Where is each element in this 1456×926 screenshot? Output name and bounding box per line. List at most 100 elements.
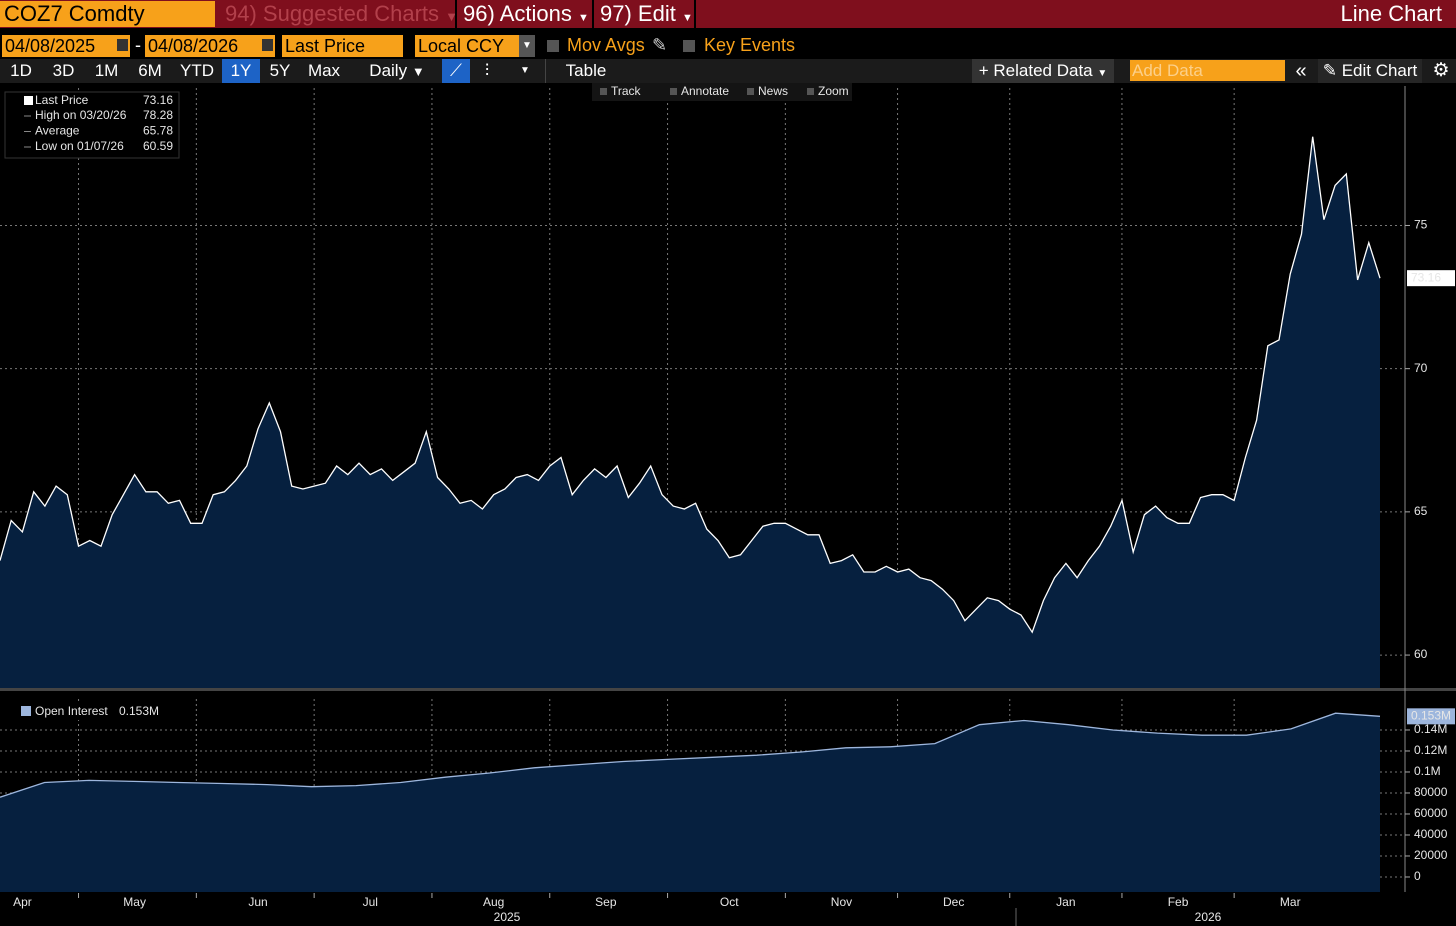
frequency-text[interactable]: Daily xyxy=(369,61,408,80)
area xyxy=(0,713,1380,892)
legend-label: Open Interest xyxy=(35,704,108,718)
date-text[interactable]: 04/08/2025 xyxy=(5,36,96,56)
x-tick-label: Jun xyxy=(248,895,267,909)
checkbox-label[interactable]: Key Events xyxy=(704,35,796,55)
calendar-icon[interactable] xyxy=(262,39,273,51)
caret: ▼ xyxy=(445,9,459,24)
x-tick-label: Sep xyxy=(595,895,617,909)
year-label: 2026 xyxy=(1195,910,1222,924)
x-tick-label: Feb xyxy=(1168,895,1189,909)
end-date[interactable]: 04/08/2026 xyxy=(145,35,275,57)
legend-box xyxy=(5,702,161,720)
calendar-icon[interactable] xyxy=(117,39,128,51)
last-value-box xyxy=(1407,270,1455,287)
period-button[interactable]: 1M xyxy=(94,61,119,80)
tool-button[interactable]: Zoom xyxy=(818,84,849,98)
period-button[interactable]: 1D xyxy=(10,61,32,80)
y-tick-label: 80000 xyxy=(1414,785,1448,799)
edit-chart[interactable]: ✎ Edit Chart xyxy=(1318,59,1422,83)
legend-label: Last Price xyxy=(35,93,89,107)
y-tick-label: 75 xyxy=(1414,218,1428,232)
menu[interactable]: 94) Suggested Charts ▼ xyxy=(225,1,458,30)
last-value-label: 0.153M xyxy=(1411,708,1451,722)
legend-label: High on 03/20/26 xyxy=(35,108,127,122)
menu-label[interactable]: 97) Edit xyxy=(600,1,676,26)
x-tick-label: May xyxy=(123,895,146,909)
frequency-select[interactable]: Daily ▼ xyxy=(362,59,432,83)
start-date[interactable]: 04/08/2025 xyxy=(2,35,130,57)
line xyxy=(0,712,1381,798)
related-data[interactable]: + Related Data ▼ xyxy=(972,59,1114,83)
x-tick-label: Apr xyxy=(13,895,32,909)
legend-box xyxy=(4,91,180,159)
menu[interactable]: 96) Actions ▼ xyxy=(463,1,589,31)
legend-value: 73.16 xyxy=(143,93,173,107)
bar-icon[interactable]: ⫶ xyxy=(484,61,490,80)
dropdown[interactable]: ▼ xyxy=(520,65,530,76)
tool-icon xyxy=(670,88,677,95)
x-tick-label: Oct xyxy=(720,895,739,909)
period-bar: 1D 3D 1M 6M YTD 1Y 5Y Max Daily ▼ ⟋ ⫶ ▼ Table +… xyxy=(0,59,1456,83)
pencil: ✎ xyxy=(1322,61,1337,80)
line-icon[interactable]: ⟋ xyxy=(442,59,470,83)
edit-chart-text[interactable]: Edit Chart xyxy=(1341,61,1418,80)
menu[interactable]: 97) Edit ▼ xyxy=(600,1,693,31)
x-tick-label: Nov xyxy=(831,895,852,909)
y-tick-label: 0.12M xyxy=(1414,743,1447,757)
period-button[interactable]: 6M xyxy=(138,61,162,80)
pencil-icon[interactable]: ✎ xyxy=(652,35,668,55)
tool-button[interactable]: Annotate xyxy=(681,84,729,98)
checkbox[interactable] xyxy=(547,40,559,52)
menu-label[interactable]: 96) Actions xyxy=(463,1,572,26)
checkbox-label[interactable]: Mov Avgs xyxy=(567,35,645,55)
last-value-label: 73.16 xyxy=(1411,270,1441,284)
field-select[interactable]: Last Price xyxy=(282,35,403,57)
period-button[interactable]: 1Y xyxy=(222,59,260,83)
y-tick-label: 0.1M xyxy=(1414,764,1441,778)
tool-icon xyxy=(600,88,607,95)
checkbox[interactable] xyxy=(683,40,695,52)
tool-button[interactable]: Track xyxy=(611,84,642,98)
y-tick-label: 0.14M xyxy=(1414,722,1447,736)
related-data-text[interactable]: Related Data xyxy=(993,61,1093,80)
period-button[interactable]: 3D xyxy=(52,61,75,80)
date-separator: - xyxy=(135,35,141,55)
controls-bar: 04/08/2025 - 04/08/2026 Last Price Local… xyxy=(0,33,1456,59)
tool-icon xyxy=(747,88,754,95)
date-text[interactable]: 04/08/2026 xyxy=(148,36,239,56)
legend-swatch xyxy=(21,706,31,716)
x-tick-label: Dec xyxy=(943,895,964,909)
settings-icon[interactable]: ⚙ xyxy=(1432,60,1450,81)
tool-button[interactable]: News xyxy=(758,84,788,98)
collapse-icon[interactable]: « xyxy=(1295,60,1307,82)
security-field[interactable]: COZ7 Comdty xyxy=(0,1,215,27)
menu-label[interactable]: 94) Suggested Charts xyxy=(225,1,440,26)
y-tick-label: 65 xyxy=(1414,504,1428,518)
y-tick-label: 40000 xyxy=(1414,827,1448,841)
y-tick-label: 70 xyxy=(1414,361,1428,375)
separator xyxy=(455,0,457,28)
period-button[interactable]: Max xyxy=(307,61,341,80)
legend-label: Average xyxy=(35,124,80,138)
dropdown[interactable]: ▼ xyxy=(519,35,535,57)
y-tick-label: 20000 xyxy=(1414,848,1448,862)
legend-value: 78.28 xyxy=(143,108,173,122)
last-value-box xyxy=(1407,708,1455,725)
x-tick-label: Jan xyxy=(1056,895,1075,909)
period-button[interactable]: YTD xyxy=(180,61,214,80)
currency-text[interactable]: Local CCY xyxy=(418,36,505,56)
currency-select[interactable]: Local CCY ▼ xyxy=(415,35,535,57)
add-data-input[interactable]: Add Data xyxy=(1130,60,1285,81)
x-tick-label: Mar xyxy=(1280,895,1301,909)
period-button[interactable]: 5Y xyxy=(269,61,291,80)
legend-value: 0.153M xyxy=(119,704,159,718)
caret: ▼ xyxy=(577,12,589,24)
y-tick-label: 60000 xyxy=(1414,806,1448,820)
separator xyxy=(694,0,696,28)
table-button[interactable]: Table xyxy=(545,59,626,83)
chart-type-label: Line Chart xyxy=(1340,1,1442,26)
year-label: 2025 xyxy=(494,910,521,924)
legend-value: 60.59 xyxy=(143,139,173,153)
